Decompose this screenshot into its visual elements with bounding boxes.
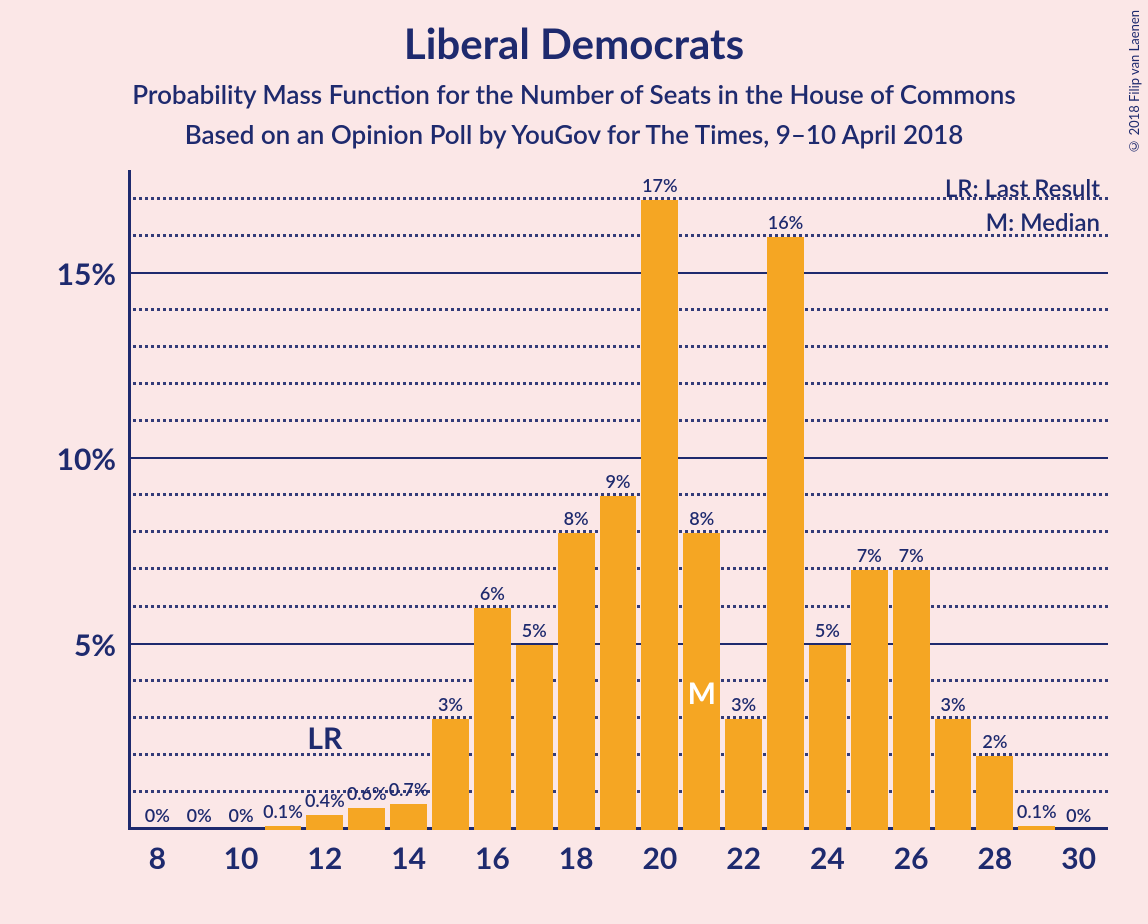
bar: 5% [516, 645, 553, 830]
bar-label: 3% [731, 693, 756, 715]
x-tick-label: 14 [391, 840, 426, 876]
bar: 17% [641, 200, 678, 830]
bar-label: 7% [857, 544, 882, 566]
grid-dotted [128, 419, 1108, 422]
bar-label: 2% [982, 730, 1007, 752]
bar-label: 0% [229, 804, 254, 826]
titles: Liberal Democrats Probability Mass Funct… [0, 0, 1148, 150]
x-tick-label: 12 [307, 840, 342, 876]
bar: 3% [725, 719, 762, 830]
x-tick-label: 20 [642, 840, 677, 876]
x-tick-label: 30 [1061, 840, 1096, 876]
bar-label: 17% [642, 174, 677, 196]
bar-label: 0.1% [1017, 800, 1057, 822]
chart-subtitle-1: Probability Mass Function for the Number… [0, 78, 1148, 110]
grid-solid [128, 457, 1108, 459]
bar-label: 0% [1066, 804, 1091, 826]
x-tick-label: 10 [224, 840, 259, 876]
bar-label: 0.6% [347, 782, 387, 804]
bar: 0.7% [390, 804, 427, 830]
bar: 8% [558, 533, 595, 830]
bar-label: 5% [522, 619, 547, 641]
grid-solid [128, 272, 1108, 274]
bar-label: 0.4% [305, 789, 345, 811]
x-tick-label: 18 [559, 840, 594, 876]
bar: 7% [851, 570, 888, 830]
pmf-bar-chart: LR: Last Result M: Median 5%10%15%810121… [128, 170, 1108, 830]
x-tick-label: 22 [726, 840, 761, 876]
bar-label: 0.7% [389, 778, 429, 800]
x-tick-label: 26 [894, 840, 929, 876]
x-tick-label: 16 [475, 840, 510, 876]
bar-label: 0% [187, 804, 212, 826]
bar-label: 8% [689, 507, 714, 529]
bar: 2% [976, 756, 1013, 830]
bar: 16% [767, 237, 804, 830]
bar: 5% [809, 645, 846, 830]
bar: 0.1% [1018, 826, 1055, 830]
bar-label: 6% [480, 582, 505, 604]
median-marker: M [688, 675, 716, 711]
y-tick-label: 10% [57, 441, 116, 477]
grid-dotted [128, 234, 1108, 237]
x-tick-label: 24 [810, 840, 845, 876]
bar-label: 9% [605, 470, 630, 492]
y-tick-label: 15% [57, 256, 116, 292]
bar: 0.4% [306, 815, 343, 830]
bar-label: 8% [564, 507, 589, 529]
grid-dotted [128, 308, 1108, 311]
bar: 3% [432, 719, 469, 830]
bar: 9% [600, 496, 637, 830]
bar-label: 3% [438, 693, 463, 715]
chart-title: Liberal Democrats [0, 18, 1148, 68]
bar: 7% [893, 570, 930, 830]
grid-dotted [128, 345, 1108, 348]
copyright-text: © 2018 Filip van Laenen [1126, 10, 1142, 155]
lr-marker: LR [307, 720, 342, 756]
x-tick-label: 28 [978, 840, 1013, 876]
y-axis [128, 170, 131, 830]
y-tick-label: 5% [74, 627, 116, 663]
bar: 0.1% [265, 826, 302, 830]
bar: 3% [935, 719, 972, 830]
bar-label: 5% [815, 619, 840, 641]
bar: 6% [474, 608, 511, 830]
bar-label: 7% [899, 544, 924, 566]
bar: 0.6% [348, 808, 385, 830]
bar-label: 16% [768, 211, 803, 233]
grid-dotted [128, 382, 1108, 385]
legend-m: M: Median [986, 208, 1100, 237]
chart-subtitle-2: Based on an Opinion Poll by YouGov for T… [0, 118, 1148, 150]
bar-label: 3% [941, 693, 966, 715]
grid-dotted [128, 197, 1108, 200]
bar-label: 0% [145, 804, 170, 826]
x-tick-label: 8 [149, 840, 166, 876]
bar-label: 0.1% [263, 800, 303, 822]
